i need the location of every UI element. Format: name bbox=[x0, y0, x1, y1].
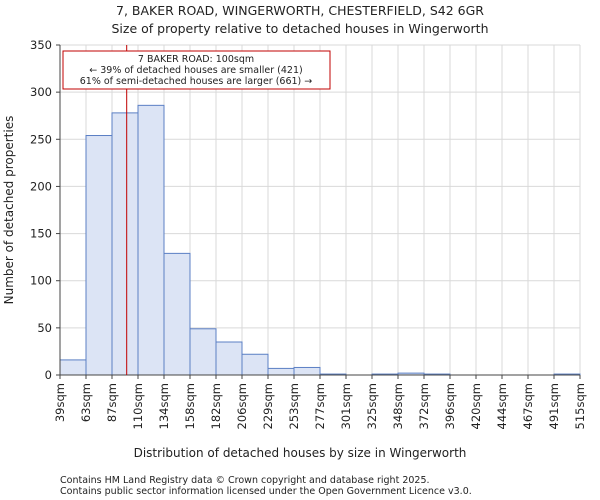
x-tick-label: 63sqm bbox=[79, 383, 93, 422]
bar bbox=[137, 104, 165, 376]
x-tick-label: 87sqm bbox=[105, 383, 119, 422]
x-tick-label: 301sqm bbox=[339, 383, 353, 429]
chart-title: 7, BAKER ROAD, WINGERWORTH, CHESTERFIELD… bbox=[116, 3, 484, 18]
y-tick-label: 300 bbox=[30, 85, 52, 99]
bar bbox=[59, 359, 87, 376]
annotation-line-3: 61% of semi-detached houses are larger (… bbox=[80, 76, 313, 87]
y-tick-label: 250 bbox=[30, 132, 52, 146]
x-tick-label: 325sqm bbox=[365, 383, 379, 429]
x-tick-label: 491sqm bbox=[547, 383, 561, 429]
x-tick-label: 420sqm bbox=[469, 383, 483, 429]
x-tick-label: 467sqm bbox=[521, 383, 535, 429]
y-tick-label: 50 bbox=[37, 321, 52, 335]
annotation-line-2: ← 39% of detached houses are smaller (42… bbox=[89, 65, 302, 76]
chart-subtitle: Size of property relative to detached ho… bbox=[112, 21, 489, 36]
x-tick-label: 110sqm bbox=[131, 383, 145, 429]
x-tick-label: 515sqm bbox=[573, 383, 587, 429]
y-tick-label: 200 bbox=[30, 179, 52, 193]
bar bbox=[163, 252, 191, 376]
y-tick-label: 350 bbox=[30, 38, 52, 52]
bar bbox=[267, 367, 295, 376]
bar bbox=[111, 112, 139, 376]
annotation-line-1: 7 BAKER ROAD: 100sqm bbox=[138, 54, 254, 65]
bar bbox=[293, 366, 321, 376]
x-tick-label: 277sqm bbox=[313, 383, 327, 429]
y-tick-labels: 0 50 100 150 200 250 300 350 bbox=[30, 38, 60, 382]
x-tick-label: 444sqm bbox=[495, 383, 509, 429]
x-tick-label: 158sqm bbox=[183, 383, 197, 429]
x-tick-label: 39sqm bbox=[53, 383, 67, 422]
bar bbox=[189, 328, 217, 376]
y-tick-label: 0 bbox=[45, 368, 52, 382]
bars bbox=[59, 104, 581, 376]
x-tick-label: 134sqm bbox=[157, 383, 171, 429]
x-tick-label: 348sqm bbox=[391, 383, 405, 429]
x-tick-label: 229sqm bbox=[261, 383, 275, 429]
bar bbox=[241, 353, 269, 376]
y-axis-label: Number of detached properties bbox=[2, 116, 16, 305]
bar bbox=[215, 341, 243, 376]
footer-line-2: Contains public sector information licen… bbox=[60, 486, 472, 497]
x-tick-label: 396sqm bbox=[443, 383, 457, 429]
x-tick-labels: 39sqm 63sqm 87sqm 110sqm 134sqm 158sqm 182sqm 2… bbox=[53, 375, 587, 429]
bar bbox=[85, 135, 113, 376]
x-axis-label: Distribution of detached houses by size … bbox=[134, 446, 467, 460]
y-tick-label: 100 bbox=[30, 274, 52, 288]
annotation-box: 7 BAKER ROAD: 100sqm ← 39% of detached h… bbox=[62, 50, 331, 90]
x-tick-label: 253sqm bbox=[287, 383, 301, 429]
annotation-border bbox=[62, 50, 331, 90]
x-tick-label: 206sqm bbox=[235, 383, 249, 429]
x-tick-label: 372sqm bbox=[417, 383, 431, 429]
footer-line-1: Contains HM Land Registry data © Crown c… bbox=[60, 475, 430, 486]
y-tick-label: 150 bbox=[30, 227, 52, 241]
x-tick-label: 182sqm bbox=[209, 383, 223, 429]
